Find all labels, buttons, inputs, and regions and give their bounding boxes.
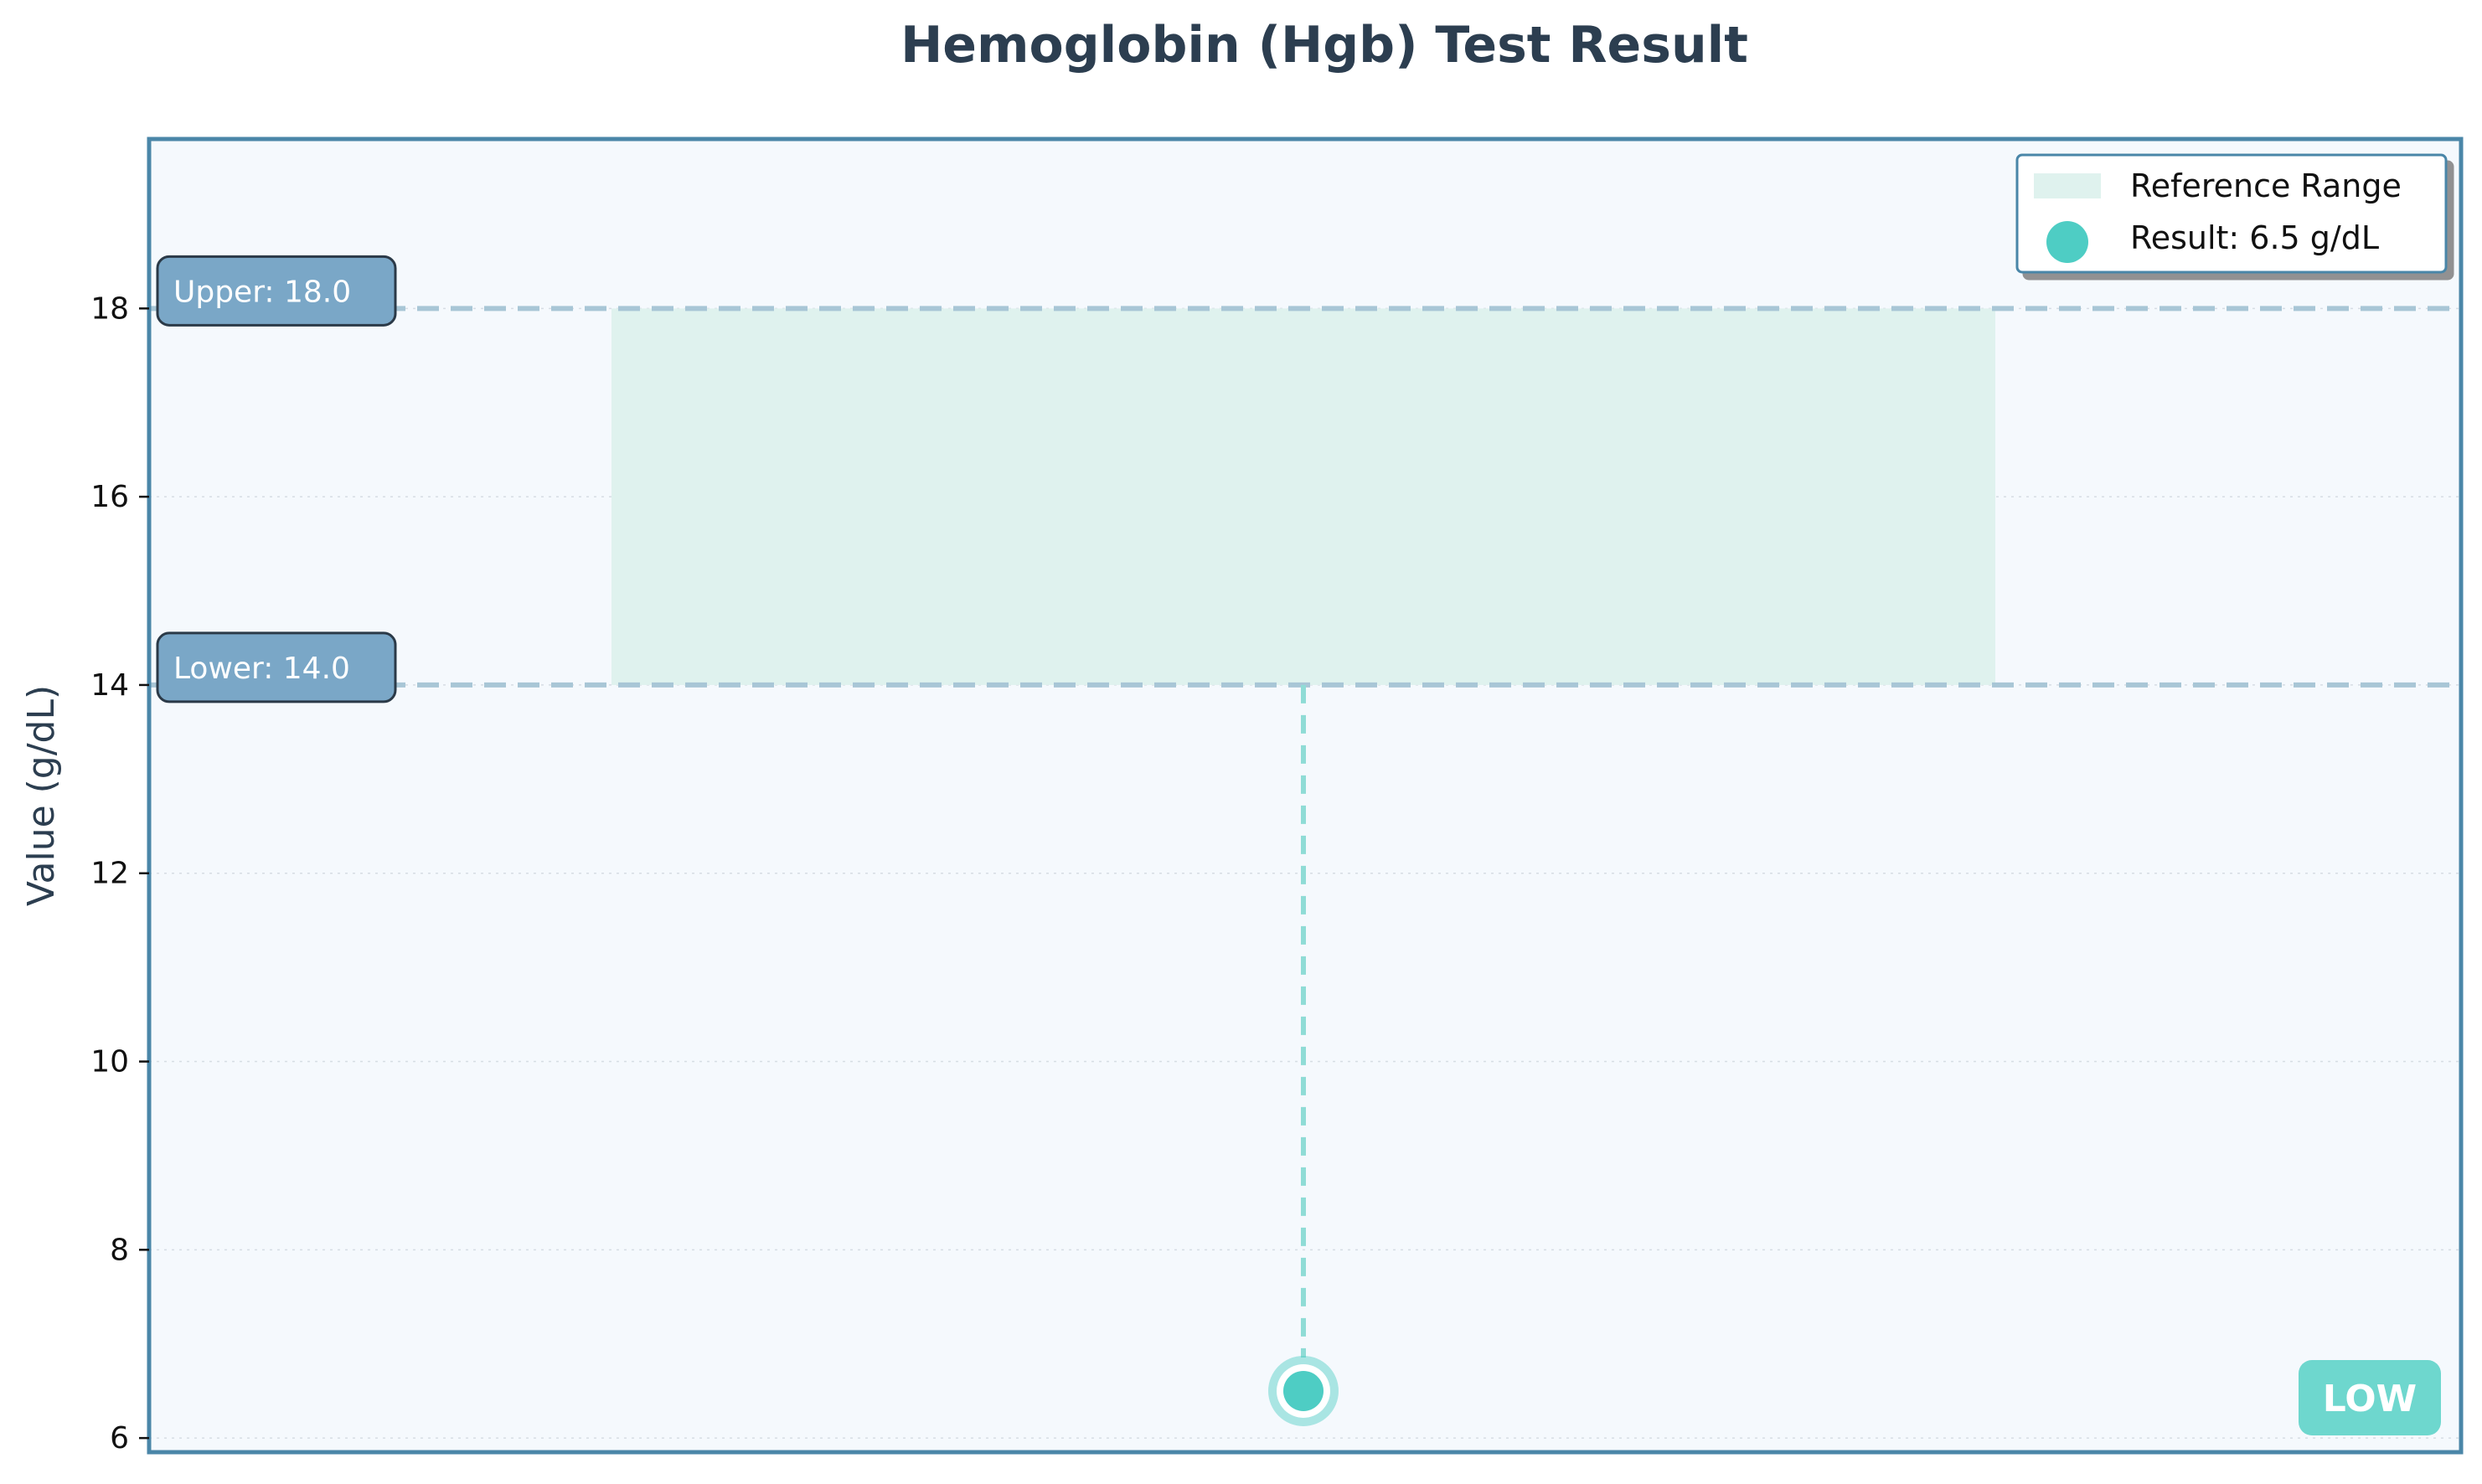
y-axis: 6 8 10 12 14 16 18: [90, 291, 149, 1456]
plot-frame: [147, 137, 2464, 1455]
y-tick-label: 10: [90, 1045, 129, 1080]
y-tick-label: 12: [90, 857, 129, 891]
y-tick-label: 18: [90, 291, 129, 326]
y-tick-label: 8: [110, 1233, 129, 1267]
legend-swatch-reference-range: [2034, 173, 2101, 198]
y-tick-label: 14: [90, 668, 129, 703]
legend: [2015, 153, 2448, 274]
y-tick-label: 16: [90, 480, 129, 514]
reference-range-band: [611, 308, 1995, 685]
result-point: [1283, 1370, 1324, 1411]
lower-bound-label: Lower: 14.0: [156, 631, 397, 703]
status-badge: LOW: [2299, 1360, 2441, 1435]
legend-box: [2015, 153, 2448, 274]
upper-bound-label-box: [156, 255, 397, 327]
status-badge-text: LOW: [2323, 1378, 2417, 1420]
plot-area: Upper: 18.0 Lower: 14.0 LOW Reference Ra…: [147, 137, 2464, 1455]
lower-bound-label-box: [156, 631, 397, 703]
legend-swatch-result: [2046, 221, 2088, 263]
y-tick-label: 6: [110, 1421, 129, 1456]
status-badge-box: [2299, 1360, 2441, 1435]
legend-label-result: Result: 6.5 g/dL: [2130, 219, 2379, 256]
legend-label-reference-range: Reference Range: [2130, 167, 2402, 204]
upper-bound-label-text: Upper: 18.0: [173, 275, 351, 309]
upper-bound-label: Upper: 18.0: [156, 255, 397, 327]
chart-title: Hemoglobin (Hgb) Test Result: [900, 16, 1748, 75]
lower-bound-label-text: Lower: 14.0: [173, 652, 350, 686]
y-axis-label: Value (g/dL): [20, 685, 63, 906]
result-points: [1268, 1355, 1339, 1426]
